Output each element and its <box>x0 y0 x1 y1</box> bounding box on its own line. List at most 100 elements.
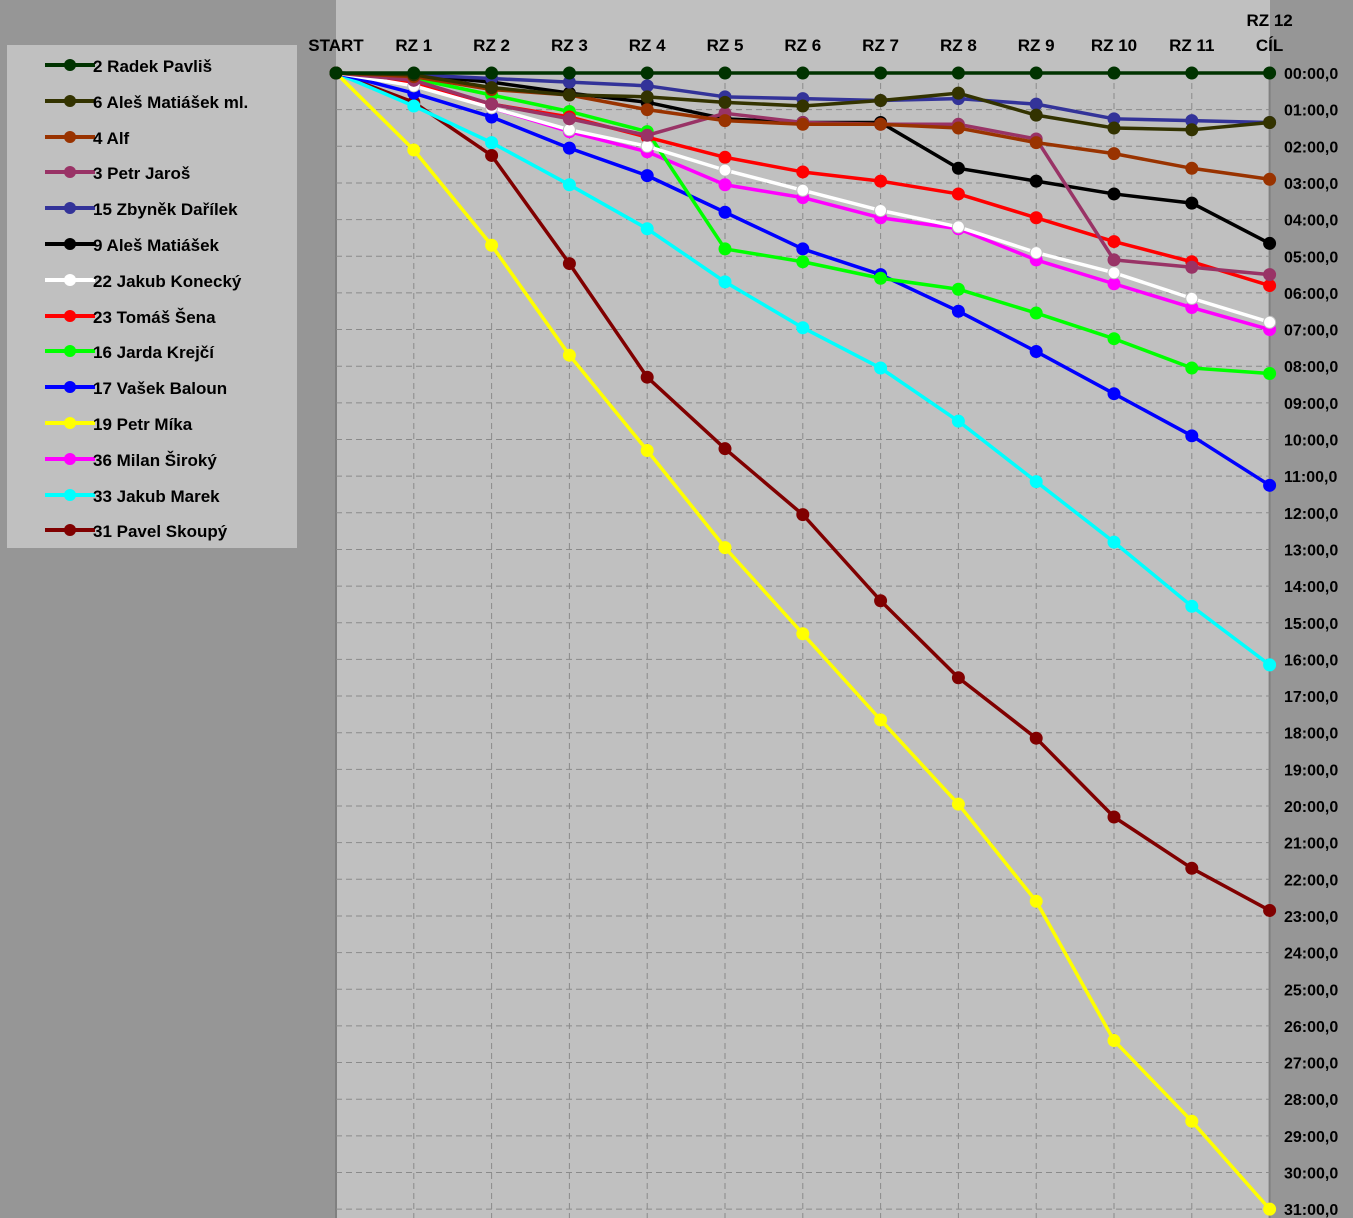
legend-marker <box>45 59 95 71</box>
data-point <box>485 136 499 150</box>
data-point <box>718 205 732 219</box>
data-point <box>485 81 499 95</box>
series-lines <box>329 66 1277 1216</box>
legend-label: 6 Aleš Matiášek ml. <box>93 92 249 112</box>
data-point <box>1107 147 1121 161</box>
data-point <box>562 123 576 137</box>
y-tick-label: 17:00,0 <box>1284 689 1338 706</box>
legend-item: 31 Pavel Skoupý <box>7 520 297 541</box>
data-point <box>640 222 654 236</box>
y-tick-label: 05:00,0 <box>1284 249 1338 266</box>
data-point <box>1107 810 1121 824</box>
legend-label: 17 Vašek Baloun <box>93 379 228 399</box>
y-tick-label: 12:00,0 <box>1284 506 1338 523</box>
y-axis-labels: 00:00,0 01:00,0 02:00,0 03:00,0 04:00,0 05:00… <box>1284 66 1338 1218</box>
y-tick-label: 03:00,0 <box>1284 176 1338 193</box>
data-point <box>640 103 654 117</box>
y-tick-label: 14:00,0 <box>1284 579 1338 596</box>
legend-item: 17 Vašek Baloun <box>7 377 297 399</box>
data-point <box>796 117 810 131</box>
data-point <box>562 348 576 362</box>
legend-label: 2 Radek Pavliš <box>93 57 213 76</box>
data-point <box>1185 123 1199 137</box>
y-tick-label: 19:00,0 <box>1284 762 1338 779</box>
y-tick-label: 10:00,0 <box>1284 433 1338 450</box>
y-tick-label: 13:00,0 <box>1284 542 1338 559</box>
data-point <box>1185 1114 1199 1128</box>
data-point <box>874 203 888 217</box>
y-tick-label: 04:00,0 <box>1284 213 1338 230</box>
data-point <box>640 169 654 183</box>
data-point <box>1263 279 1277 293</box>
data-point <box>562 66 576 80</box>
data-point <box>1185 599 1199 613</box>
data-point <box>951 414 965 428</box>
series-31 Pavel Skoupý <box>329 66 1277 917</box>
data-point <box>329 66 343 80</box>
data-point <box>1185 861 1199 875</box>
x-axis-labels: START RZ 1 RZ 2 RZ 3 RZ 4 RZ 5 RZ 6 RZ 7 RZ 8 RZ … <box>308 11 1292 55</box>
y-tick-label: 30:00,0 <box>1284 1166 1338 1183</box>
data-point <box>640 79 654 93</box>
legend-label: 23 Tomáš Šena <box>93 307 216 327</box>
data-point <box>1029 108 1043 122</box>
data-point <box>1107 387 1121 401</box>
legend-label: 19 Petr Míka <box>93 415 193 434</box>
data-point <box>951 671 965 685</box>
data-point <box>951 161 965 175</box>
data-point <box>718 541 732 555</box>
data-point <box>1263 236 1277 250</box>
data-point <box>1107 266 1121 280</box>
legend-marker <box>45 381 95 394</box>
data-point <box>951 220 965 234</box>
x-tick-label: RZ 10 <box>1091 36 1137 55</box>
legend-marker <box>45 524 95 537</box>
y-tick-label: 07:00,0 <box>1284 323 1338 340</box>
data-point <box>1107 187 1121 201</box>
y-tick-label: 11:00,0 <box>1284 469 1337 486</box>
y-tick-label: 18:00,0 <box>1284 726 1338 743</box>
data-point <box>407 66 421 80</box>
data-point <box>1029 306 1043 320</box>
legend-item: 23 Tomáš Šena <box>7 306 297 327</box>
data-point <box>1107 1034 1121 1048</box>
legend-label: 4 Alf <box>93 128 130 148</box>
data-point <box>562 257 576 271</box>
data-point <box>562 178 576 192</box>
data-point <box>1029 894 1043 908</box>
data-point <box>640 370 654 384</box>
legend-marker <box>45 166 95 179</box>
data-point <box>1263 172 1277 186</box>
legend-marker <box>45 238 95 250</box>
legend: 2 Radek Pavliš 6 Aleš Matiášek ml. 4 Alf 3 … <box>7 45 297 548</box>
data-point <box>718 114 732 128</box>
legend-marker <box>45 202 95 215</box>
data-point <box>1263 478 1277 492</box>
legend-item: 22 Jakub Konecký <box>7 270 297 291</box>
data-point <box>718 275 732 289</box>
data-point <box>718 150 732 164</box>
x-tick-label: RZ 12 <box>1246 11 1292 30</box>
legend-marker <box>45 273 95 286</box>
x-tick-label: RZ 2 <box>473 36 510 55</box>
legend-label: 36 Milan Široký <box>93 450 217 470</box>
data-point <box>796 183 810 197</box>
data-point <box>874 594 888 608</box>
data-point <box>485 66 499 80</box>
x-tick-label: RZ 7 <box>862 36 899 55</box>
data-point <box>718 163 732 177</box>
legend-item: 16 Jarda Krejčí <box>7 341 297 362</box>
data-point <box>562 88 576 102</box>
data-point <box>1107 235 1121 249</box>
x-tick-label: RZ 8 <box>940 36 977 55</box>
data-point <box>796 99 810 113</box>
data-point <box>562 141 576 155</box>
y-tick-label: 09:00,0 <box>1284 396 1338 413</box>
data-point <box>1029 246 1043 260</box>
data-point <box>1029 475 1043 489</box>
data-point <box>874 117 888 131</box>
x-tick-label: RZ 4 <box>629 36 666 55</box>
data-point <box>874 66 888 80</box>
data-point <box>951 187 965 201</box>
